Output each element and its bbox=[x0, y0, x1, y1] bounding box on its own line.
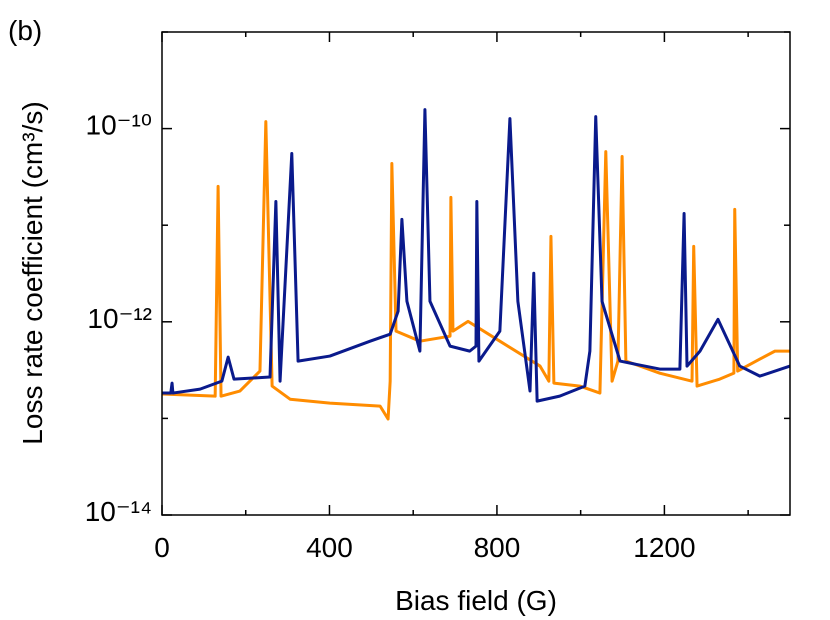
y-axis-title: Loss rate coefficient (cm³/s) bbox=[17, 101, 48, 444]
y-tick-label: 10⁻¹² bbox=[87, 303, 152, 334]
x-tick-label: 800 bbox=[474, 532, 521, 563]
x-tick-label: 1200 bbox=[633, 532, 695, 563]
x-axis-title: Bias field (G) bbox=[395, 585, 557, 616]
panel-label: (b) bbox=[8, 15, 42, 46]
x-tick-label: 0 bbox=[154, 532, 170, 563]
y-tick-label: 10⁻¹⁴ bbox=[85, 496, 152, 527]
series-line bbox=[161, 120, 790, 421]
y-tick-label: 10⁻¹⁰ bbox=[86, 110, 152, 141]
series-line bbox=[162, 108, 791, 403]
x-tick-label: 400 bbox=[306, 532, 353, 563]
plot-frame bbox=[161, 31, 791, 516]
